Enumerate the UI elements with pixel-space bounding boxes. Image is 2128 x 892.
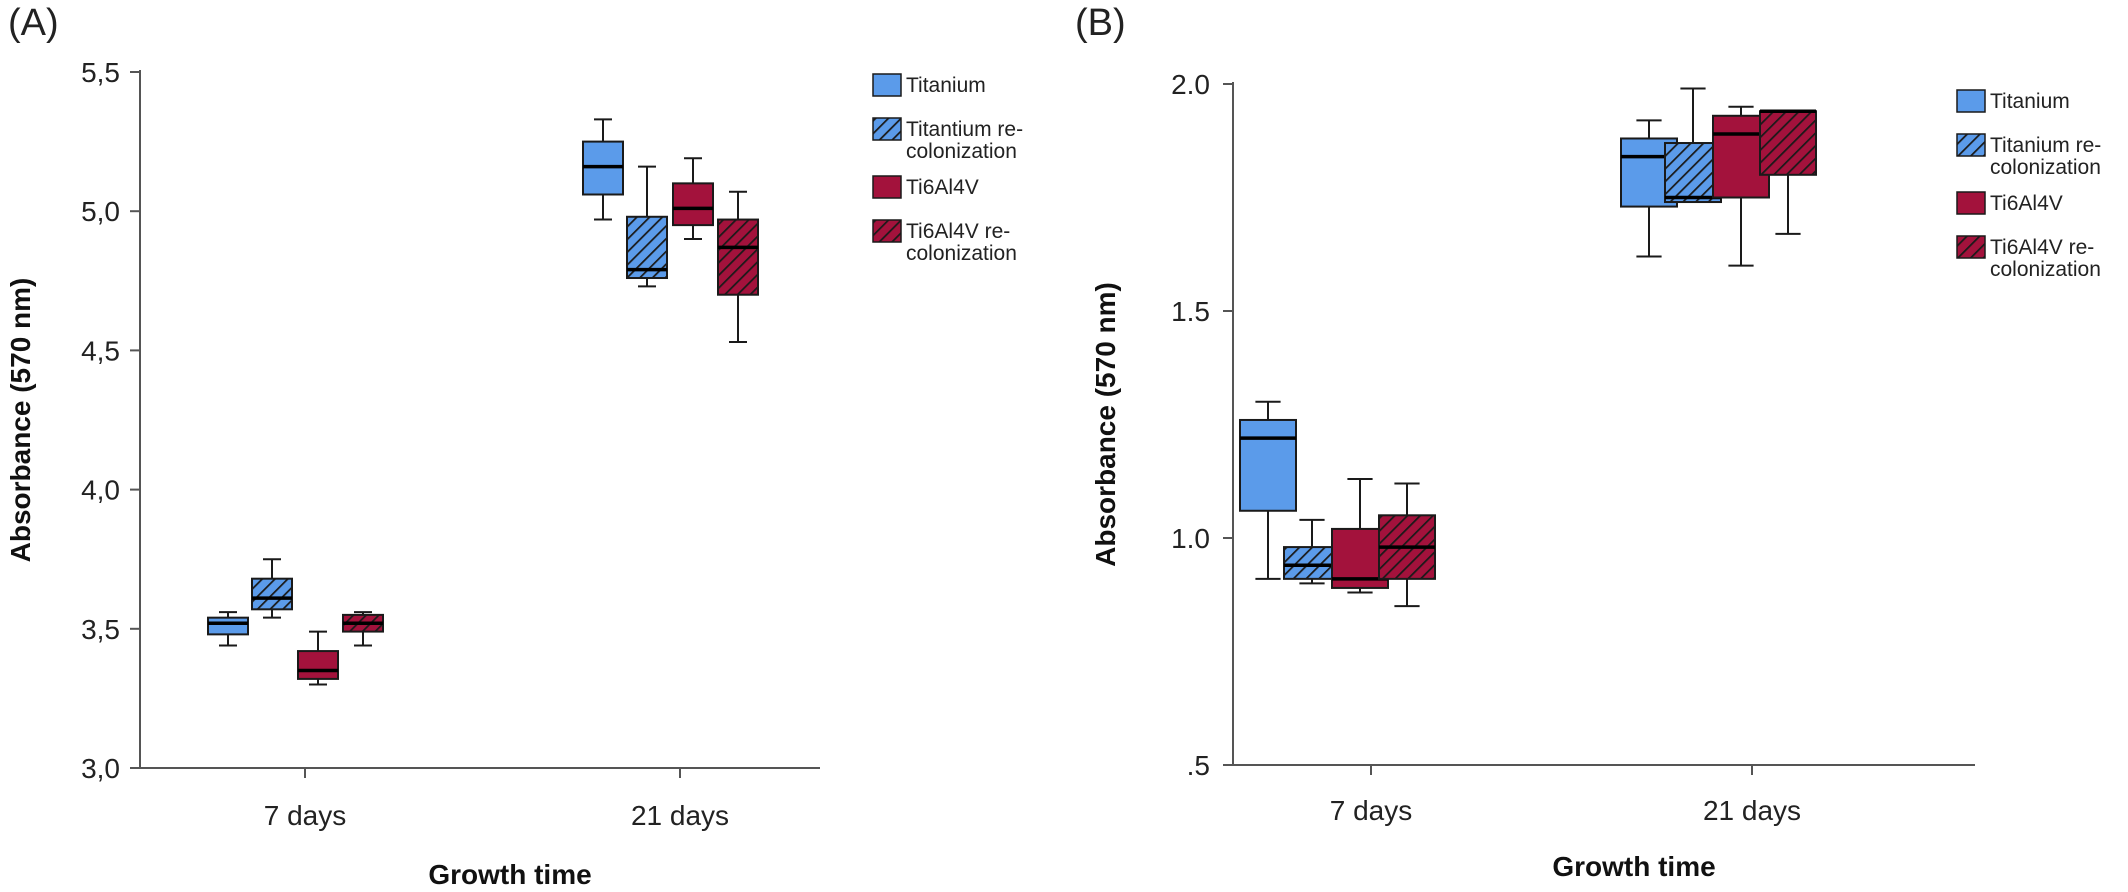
x-tick-label: 21 days bbox=[1703, 795, 1801, 826]
legend-label: Ti6Al4V bbox=[906, 176, 979, 199]
legend-label: colonization bbox=[906, 140, 1017, 163]
legend-swatch bbox=[1956, 133, 1986, 157]
x-tick-label: 21 days bbox=[631, 800, 729, 831]
y-axis-title: Absorbance (570 nm) bbox=[1090, 282, 1121, 567]
x-tick-label: 7 days bbox=[264, 800, 347, 831]
box-ti6al4v-1 bbox=[672, 157, 714, 241]
box-titantium-re-colonization-0 bbox=[251, 558, 293, 619]
legend-swatch bbox=[1956, 191, 1986, 215]
legend-swatch bbox=[872, 175, 902, 199]
box-iqr bbox=[297, 650, 339, 680]
y-tick-label: 3,5 bbox=[81, 614, 120, 645]
box-iqr bbox=[672, 182, 714, 227]
legend-label: colonization bbox=[1990, 156, 2101, 179]
x-axis-title: Growth time bbox=[1552, 851, 1715, 882]
y-tick-label: 3,0 bbox=[81, 753, 120, 784]
panel-label-a: (A) bbox=[8, 2, 59, 44]
box-iqr bbox=[717, 218, 759, 296]
box-iqr bbox=[1239, 418, 1297, 512]
box-titanium-re-colonization-1 bbox=[1664, 87, 1722, 204]
legend-swatch bbox=[872, 219, 902, 243]
legend-label: Ti6Al4V re- bbox=[1990, 236, 2094, 259]
box-titanium-0 bbox=[207, 611, 249, 647]
box-ti6al4v-0 bbox=[297, 630, 339, 686]
y-tick-label: 1.5 bbox=[1171, 296, 1210, 327]
legend-label: Ti6Al4V bbox=[1990, 192, 2063, 215]
box-titantium-re-colonization-1 bbox=[626, 165, 668, 288]
box-titanium-0 bbox=[1239, 400, 1297, 580]
box-iqr bbox=[626, 215, 668, 280]
box-iqr bbox=[1664, 142, 1722, 204]
legend-label: Titanium re- bbox=[1990, 134, 2101, 157]
x-tick-label: 7 days bbox=[1330, 795, 1413, 826]
y-tick-label: 4,5 bbox=[81, 335, 120, 366]
box-ti6al4v-re-colonization-1 bbox=[1759, 109, 1817, 235]
box-iqr bbox=[1759, 110, 1817, 176]
legend-swatch bbox=[1956, 235, 1986, 259]
legend-label: colonization bbox=[906, 242, 1017, 265]
box-ti6al4v-re-colonization-1 bbox=[717, 190, 759, 344]
box-ti6al4v-re-colonization-0 bbox=[1378, 482, 1436, 608]
box-titanium-1 bbox=[582, 118, 624, 221]
legend: Titanium Titanium re-colonization Ti6Al4V T… bbox=[1956, 89, 2101, 281]
y-tick-label: .5 bbox=[1187, 750, 1210, 781]
legend-swatch bbox=[872, 73, 902, 97]
box-iqr bbox=[251, 577, 293, 611]
legend-label: Titanium bbox=[1990, 90, 2070, 113]
legend-label: Titantium re- bbox=[906, 118, 1023, 141]
x-axis-title: Growth time bbox=[428, 859, 591, 890]
legend-label: Titanium bbox=[906, 74, 986, 97]
y-tick-label: 5,0 bbox=[81, 196, 120, 227]
panel-label-b: (B) bbox=[1075, 2, 1126, 44]
y-tick-label: 2.0 bbox=[1171, 69, 1210, 100]
box-ti6al4v-re-colonization-0 bbox=[342, 611, 384, 647]
y-tick-label: 4,0 bbox=[81, 475, 120, 506]
legend-label: Ti6Al4V re- bbox=[906, 220, 1010, 243]
y-axis-title: Absorbance (570 nm) bbox=[5, 278, 36, 563]
y-tick-label: 5,5 bbox=[81, 57, 120, 88]
legend-label: colonization bbox=[1990, 258, 2101, 281]
legend-swatch bbox=[1956, 89, 1986, 113]
y-tick-label: 1.0 bbox=[1171, 523, 1210, 554]
legend-swatch bbox=[872, 117, 902, 141]
